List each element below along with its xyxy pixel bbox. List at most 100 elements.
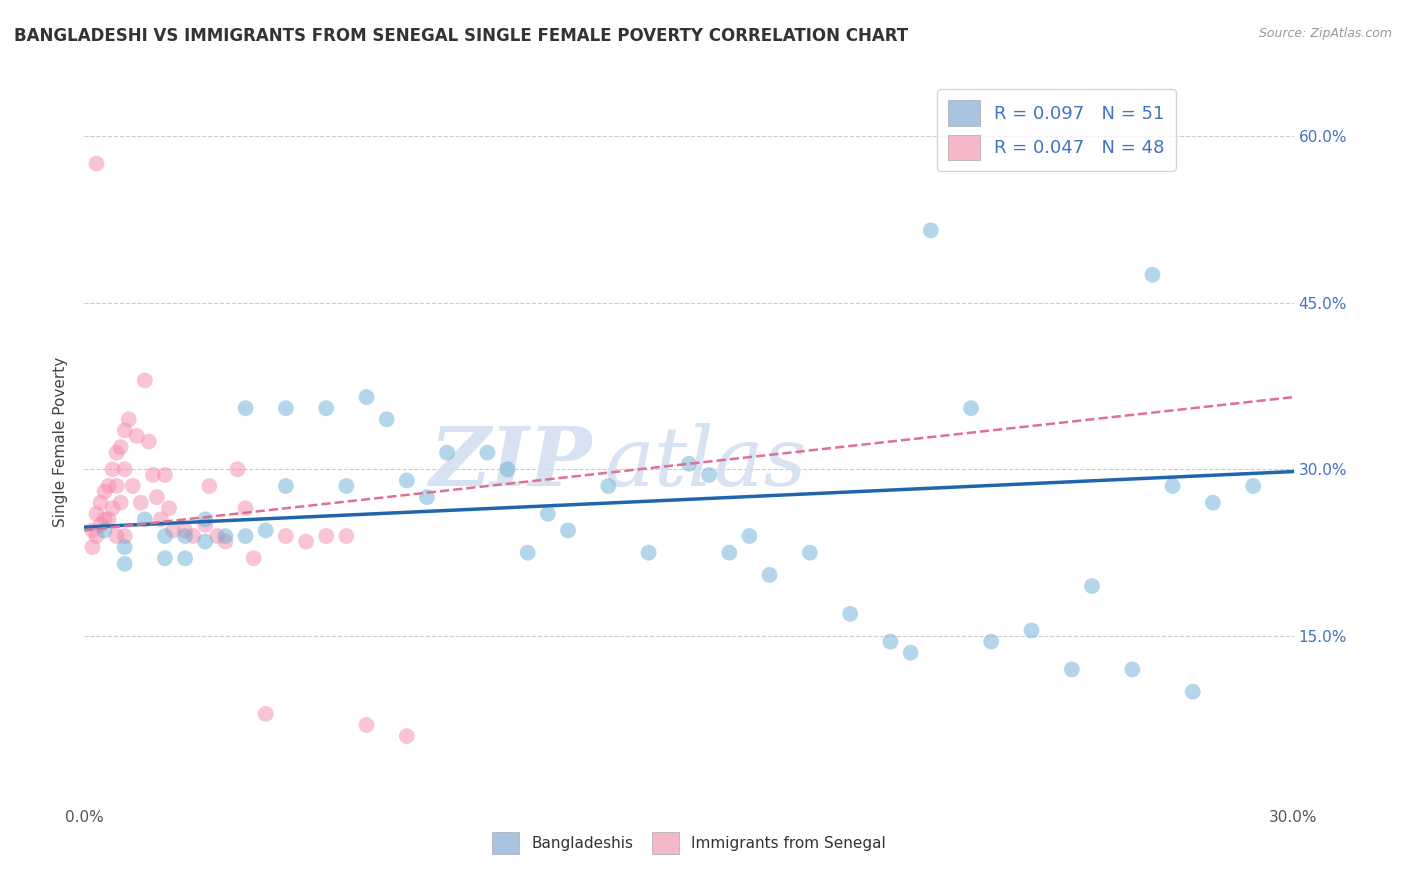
Point xyxy=(1060,662,1083,676)
Point xyxy=(105,445,128,459)
Point xyxy=(134,373,156,387)
Point xyxy=(235,501,257,516)
Point xyxy=(295,534,318,549)
Point xyxy=(879,634,901,648)
Point xyxy=(697,467,720,482)
Point xyxy=(235,401,257,416)
Point xyxy=(93,484,115,499)
Point xyxy=(118,412,141,426)
Point xyxy=(101,501,124,516)
Point xyxy=(274,529,297,543)
Point xyxy=(129,496,152,510)
Point xyxy=(516,546,538,560)
Point xyxy=(125,429,148,443)
Point xyxy=(738,529,761,543)
Point xyxy=(496,462,519,476)
Point xyxy=(980,634,1002,648)
Point xyxy=(86,156,108,170)
Point xyxy=(395,474,418,488)
Point xyxy=(637,546,659,560)
Point xyxy=(86,507,108,521)
Point xyxy=(157,501,180,516)
Point xyxy=(114,424,136,438)
Point xyxy=(194,512,217,526)
Point xyxy=(1181,684,1204,698)
Point xyxy=(174,524,197,538)
Point xyxy=(207,529,229,543)
Text: ZIP: ZIP xyxy=(430,423,592,503)
Point xyxy=(758,568,780,582)
Point xyxy=(194,517,217,532)
Point xyxy=(1081,579,1104,593)
Point xyxy=(274,401,297,416)
Text: atlas: atlas xyxy=(605,423,807,503)
Point xyxy=(134,512,156,526)
Point xyxy=(93,512,115,526)
Point xyxy=(335,479,357,493)
Point xyxy=(82,540,104,554)
Point xyxy=(537,507,560,521)
Point xyxy=(799,546,821,560)
Point xyxy=(274,479,297,493)
Point xyxy=(356,390,378,404)
Point xyxy=(395,729,418,743)
Point xyxy=(89,517,111,532)
Point xyxy=(477,445,499,459)
Point xyxy=(235,529,257,543)
Point xyxy=(1021,624,1043,638)
Point xyxy=(149,512,172,526)
Point xyxy=(114,462,136,476)
Point xyxy=(375,412,398,426)
Point xyxy=(174,551,197,566)
Point xyxy=(142,467,165,482)
Point xyxy=(101,462,124,476)
Point xyxy=(1202,496,1225,510)
Point xyxy=(1142,268,1164,282)
Point xyxy=(242,551,264,566)
Legend: Bangladeshis, Immigrants from Senegal: Bangladeshis, Immigrants from Senegal xyxy=(485,826,893,860)
Point xyxy=(1241,479,1264,493)
Point xyxy=(114,540,136,554)
Point xyxy=(198,479,221,493)
Point xyxy=(254,524,277,538)
Point xyxy=(110,496,132,510)
Point xyxy=(105,479,128,493)
Point xyxy=(416,490,439,504)
Point xyxy=(1121,662,1143,676)
Text: BANGLADESHI VS IMMIGRANTS FROM SENEGAL SINGLE FEMALE POVERTY CORRELATION CHART: BANGLADESHI VS IMMIGRANTS FROM SENEGAL S… xyxy=(14,27,908,45)
Point xyxy=(114,529,136,543)
Point xyxy=(114,557,136,571)
Point xyxy=(315,529,337,543)
Point xyxy=(436,445,458,459)
Point xyxy=(226,462,249,476)
Point xyxy=(960,401,983,416)
Point xyxy=(105,529,128,543)
Point xyxy=(214,529,236,543)
Point xyxy=(93,524,115,538)
Point xyxy=(89,496,111,510)
Point xyxy=(181,529,204,543)
Point xyxy=(82,524,104,538)
Point xyxy=(121,479,143,493)
Point xyxy=(214,534,236,549)
Point xyxy=(162,524,184,538)
Point xyxy=(356,718,378,732)
Point xyxy=(194,534,217,549)
Point xyxy=(86,529,108,543)
Point xyxy=(110,440,132,454)
Point xyxy=(1161,479,1184,493)
Point xyxy=(315,401,337,416)
Point xyxy=(138,434,160,449)
Point xyxy=(920,223,942,237)
Point xyxy=(678,457,700,471)
Text: Source: ZipAtlas.com: Source: ZipAtlas.com xyxy=(1258,27,1392,40)
Point xyxy=(718,546,741,560)
Point xyxy=(900,646,922,660)
Point xyxy=(153,467,176,482)
Point xyxy=(174,529,197,543)
Point xyxy=(598,479,620,493)
Point xyxy=(97,512,120,526)
Point xyxy=(557,524,579,538)
Point xyxy=(97,479,120,493)
Y-axis label: Single Female Poverty: Single Female Poverty xyxy=(53,357,69,526)
